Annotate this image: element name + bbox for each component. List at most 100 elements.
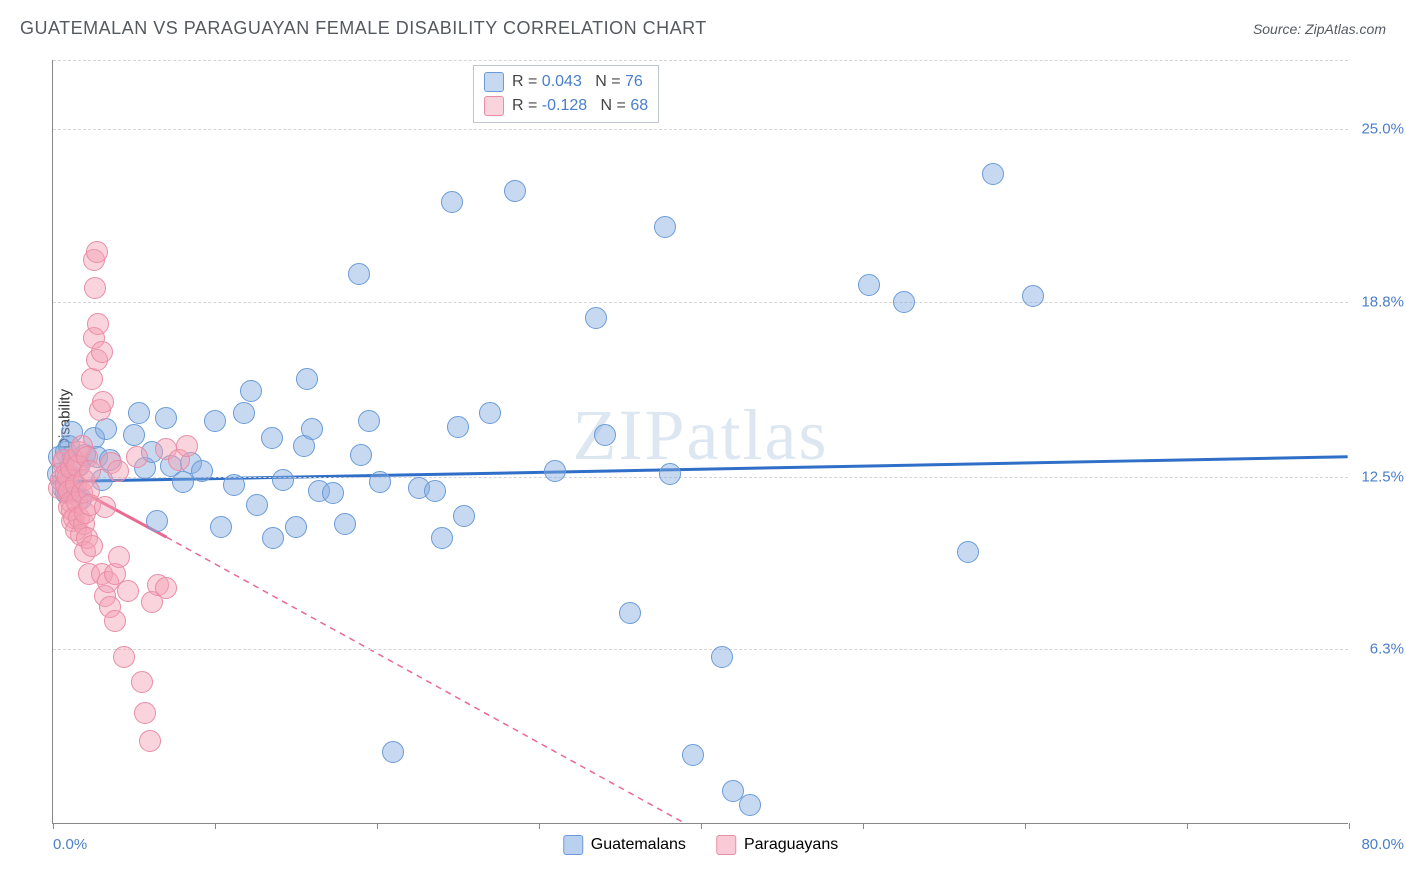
x-tick-mark — [53, 823, 54, 829]
data-point — [223, 474, 245, 496]
data-point — [441, 191, 463, 213]
gridline — [53, 129, 1348, 130]
data-point — [272, 469, 294, 491]
data-point — [155, 407, 177, 429]
data-point — [94, 496, 116, 518]
gridline — [53, 649, 1348, 650]
data-point — [322, 482, 344, 504]
data-point — [104, 610, 126, 632]
x-tick-mark — [1187, 823, 1188, 829]
x-tick-mark — [1349, 823, 1350, 829]
x-tick-mark — [701, 823, 702, 829]
data-point — [117, 580, 139, 602]
stats-swatch — [484, 72, 504, 92]
legend: Guatemalans Paraguayans — [563, 835, 838, 855]
data-point — [108, 546, 130, 568]
data-point — [301, 418, 323, 440]
data-point — [92, 391, 114, 413]
gridline — [53, 302, 1348, 303]
data-point — [334, 513, 356, 535]
data-point — [233, 402, 255, 424]
data-point — [659, 463, 681, 485]
y-tick-label: 18.8% — [1361, 293, 1404, 310]
legend-swatch-guatemalans — [563, 835, 583, 855]
x-tick-mark — [215, 823, 216, 829]
data-point — [246, 494, 268, 516]
data-point — [982, 163, 1004, 185]
stats-text: R = 0.043 N = 76 — [512, 73, 643, 91]
data-point — [682, 744, 704, 766]
stats-row: R = -0.128 N = 68 — [484, 94, 648, 118]
data-point — [893, 291, 915, 313]
data-point — [350, 444, 372, 466]
data-point — [262, 527, 284, 549]
data-point — [123, 424, 145, 446]
x-tick-mark — [1025, 823, 1026, 829]
data-point — [81, 535, 103, 557]
data-point — [84, 277, 106, 299]
data-point — [107, 460, 129, 482]
data-point — [81, 368, 103, 390]
data-point — [369, 471, 391, 493]
gridline — [53, 60, 1348, 61]
data-point — [134, 702, 156, 724]
data-point — [131, 671, 153, 693]
data-point — [285, 516, 307, 538]
data-point — [296, 368, 318, 390]
x-tick-mark — [539, 823, 540, 829]
data-point — [172, 471, 194, 493]
legend-label-guatemalans: Guatemalans — [591, 836, 686, 854]
data-point — [453, 505, 475, 527]
data-point — [87, 313, 109, 335]
data-point — [479, 402, 501, 424]
data-point — [858, 274, 880, 296]
data-point — [261, 427, 283, 449]
data-point — [447, 416, 469, 438]
data-point — [146, 510, 168, 532]
data-point — [544, 460, 566, 482]
y-tick-label: 6.3% — [1370, 640, 1404, 657]
data-point — [79, 460, 101, 482]
data-point — [348, 263, 370, 285]
data-point — [382, 741, 404, 763]
stats-text: R = -0.128 N = 68 — [512, 97, 648, 115]
trend-lines — [53, 60, 1348, 823]
chart-title: GUATEMALAN VS PARAGUAYAN FEMALE DISABILI… — [20, 18, 707, 39]
data-point — [113, 646, 135, 668]
correlation-stats-box: R = 0.043 N = 76 R = -0.128 N = 68 — [473, 65, 659, 123]
data-point — [431, 527, 453, 549]
gridline — [53, 477, 1348, 478]
data-point — [240, 380, 262, 402]
data-point — [204, 410, 226, 432]
data-point — [155, 577, 177, 599]
y-tick-label: 12.5% — [1361, 468, 1404, 485]
y-tick-label: 25.0% — [1361, 121, 1404, 138]
stats-swatch — [484, 96, 504, 116]
data-point — [95, 418, 117, 440]
data-point — [654, 216, 676, 238]
data-point — [711, 646, 733, 668]
data-point — [191, 460, 213, 482]
data-point — [358, 410, 380, 432]
legend-label-paraguayans: Paraguayans — [744, 836, 838, 854]
data-point — [585, 307, 607, 329]
legend-item-guatemalans: Guatemalans — [563, 835, 686, 855]
data-point — [139, 730, 161, 752]
scatter-plot-area: ZIPatlas R = 0.043 N = 76R = -0.128 N = … — [52, 60, 1348, 824]
source-attribution: Source: ZipAtlas.com — [1253, 21, 1386, 37]
data-point — [91, 341, 113, 363]
data-point — [424, 480, 446, 502]
legend-item-paraguayans: Paraguayans — [716, 835, 838, 855]
x-tick-mark — [863, 823, 864, 829]
legend-swatch-paraguayans — [716, 835, 736, 855]
x-axis-max-label: 80.0% — [1361, 836, 1404, 853]
data-point — [1022, 285, 1044, 307]
data-point — [619, 602, 641, 624]
x-axis-min-label: 0.0% — [53, 836, 87, 853]
data-point — [126, 446, 148, 468]
data-point — [739, 794, 761, 816]
data-point — [210, 516, 232, 538]
data-point — [128, 402, 150, 424]
data-point — [957, 541, 979, 563]
data-point — [176, 435, 198, 457]
